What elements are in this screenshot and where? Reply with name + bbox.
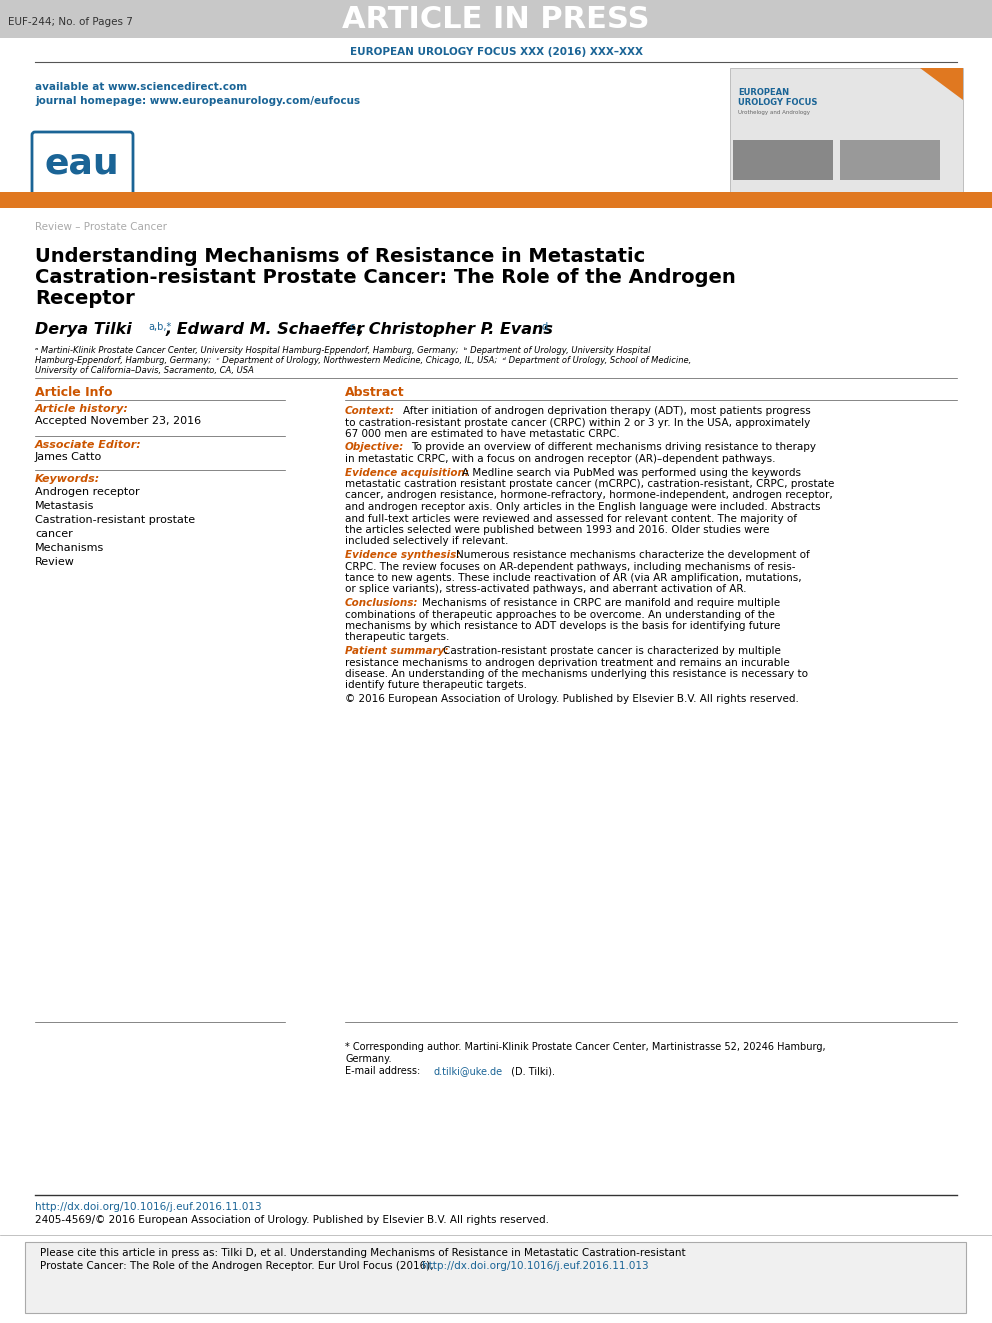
Text: Androgen receptor: Androgen receptor [35,487,140,497]
Text: Derya Tilki: Derya Tilki [35,321,132,337]
Text: Understanding Mechanisms of Resistance in Metastatic: Understanding Mechanisms of Resistance i… [35,247,645,266]
Text: or splice variants), stress-activated pathways, and aberrant activation of AR.: or splice variants), stress-activated pa… [345,585,747,594]
Text: cancer, androgen resistance, hormone-refractory, hormone-independent, androgen r: cancer, androgen resistance, hormone-ref… [345,491,832,500]
Text: Review – Prostate Cancer: Review – Prostate Cancer [35,222,167,232]
Text: Prostate Cancer: The Role of the Androgen Receptor. Eur Urol Focus (2016),: Prostate Cancer: The Role of the Androge… [40,1261,436,1271]
Text: Castration-resistant prostate cancer is characterized by multiple: Castration-resistant prostate cancer is … [443,646,781,656]
Text: (D. Tilki).: (D. Tilki). [508,1066,555,1076]
Polygon shape [920,67,963,101]
Bar [730,67,963,192]
Text: Metastasis: Metastasis [35,501,94,511]
Text: © 2016 European Association of Urology. Published by Elsevier B.V. All rights re: © 2016 European Association of Urology. … [345,695,799,704]
Text: Review: Review [35,557,74,568]
Text: http://dx.doi.org/10.1016/j.euf.2016.11.013: http://dx.doi.org/10.1016/j.euf.2016.11.… [422,1261,649,1271]
Text: Abstract: Abstract [345,386,405,400]
Text: Conclusions:: Conclusions: [345,598,419,609]
Text: resistance mechanisms to androgen deprivation treatment and remains an incurable: resistance mechanisms to androgen depriv… [345,658,790,668]
Text: d.tilki@uke.de: d.tilki@uke.de [433,1066,502,1076]
Text: ᵃ Martini-Klinik Prostate Cancer Center, University Hospital Hamburg-Eppendorf, : ᵃ Martini-Klinik Prostate Cancer Center,… [35,347,651,355]
Text: * Corresponding author. Martini-Klinik Prostate Cancer Center, Martinistrasse 52: * Corresponding author. Martini-Klinik P… [345,1043,825,1052]
Text: identify future therapeutic targets.: identify future therapeutic targets. [345,680,527,691]
Text: Patient summary:: Patient summary: [345,646,448,656]
Text: and full-text articles were reviewed and assessed for relevant content. The majo: and full-text articles were reviewed and… [345,513,797,524]
Text: Castration-resistant prostate: Castration-resistant prostate [35,515,195,525]
Text: Mechanisms of resistance in CRPC are manifold and require multiple: Mechanisms of resistance in CRPC are man… [422,598,780,609]
Text: EUF-244; No. of Pages 7: EUF-244; No. of Pages 7 [8,17,133,26]
Text: mechanisms by which resistance to ADT develops is the basis for identifying futu: mechanisms by which resistance to ADT de… [345,620,781,631]
Text: 67 000 men are estimated to have metastatic CRPC.: 67 000 men are estimated to have metasta… [345,429,620,439]
Text: After initiation of androgen deprivation therapy (ADT), most patients progress: After initiation of androgen deprivation… [403,406,810,415]
Text: Germany.: Germany. [345,1054,392,1064]
Text: Numerous resistance mechanisms characterize the development of: Numerous resistance mechanisms character… [456,550,809,560]
Text: the articles selected were published between 1993 and 2016. Older studies were: the articles selected were published bet… [345,525,770,534]
Text: Evidence synthesis:: Evidence synthesis: [345,550,460,560]
Bar [0,192,992,208]
Text: Castration-resistant Prostate Cancer: The Role of the Androgen: Castration-resistant Prostate Cancer: Th… [35,269,736,287]
FancyBboxPatch shape [25,1242,966,1312]
Bar [733,140,833,180]
Text: in metastatic CRPC, with a focus on androgen receptor (AR)–dependent pathways.: in metastatic CRPC, with a focus on andr… [345,454,776,464]
Text: EUROPEAN: EUROPEAN [738,89,789,97]
Text: E-mail address:: E-mail address: [345,1066,424,1076]
Text: , Edward M. Schaeffer: , Edward M. Schaeffer [166,321,365,337]
Text: CRPC. The review focuses on AR-dependent pathways, including mechanisms of resis: CRPC. The review focuses on AR-dependent… [345,561,796,572]
Text: Hamburg-Eppendorf, Hamburg, Germany;  ᶜ Department of Urology, Northwestern Medi: Hamburg-Eppendorf, Hamburg, Germany; ᶜ D… [35,356,691,365]
Text: metastatic castration resistant prostate cancer (mCRPC), castration-resistant, C: metastatic castration resistant prostate… [345,479,834,490]
Text: available at www.sciencedirect.com: available at www.sciencedirect.com [35,82,247,93]
Bar [840,140,940,180]
Text: combinations of therapeutic approaches to be overcome. An understanding of the: combinations of therapeutic approaches t… [345,610,775,619]
Text: ARTICLE IN PRESS: ARTICLE IN PRESS [342,4,650,33]
Text: UROLOGY FOCUS: UROLOGY FOCUS [738,98,817,107]
Text: To provide an overview of different mechanisms driving resistance to therapy: To provide an overview of different mech… [411,442,816,452]
Text: EUROPEAN UROLOGY FOCUS XXX (2016) XXX–XXX: EUROPEAN UROLOGY FOCUS XXX (2016) XXX–XX… [349,48,643,57]
Text: cancer: cancer [35,529,72,538]
Text: Article Info: Article Info [35,386,112,400]
Text: Objective:: Objective: [345,442,405,452]
Text: Mechanisms: Mechanisms [35,542,104,553]
Text: journal homepage: www.europeanurology.com/eufocus: journal homepage: www.europeanurology.co… [35,97,360,106]
Text: Receptor: Receptor [35,288,135,308]
Text: Accepted November 23, 2016: Accepted November 23, 2016 [35,415,201,426]
Text: a,b,*: a,b,* [148,321,172,332]
Text: and androgen receptor axis. Only articles in the English language were included.: and androgen receptor axis. Only article… [345,501,820,512]
Text: therapeutic targets.: therapeutic targets. [345,632,449,643]
Text: d: d [542,321,549,332]
Text: University of California–Davis, Sacramento, CA, USA: University of California–Davis, Sacramen… [35,366,254,374]
Text: included selectively if relevant.: included selectively if relevant. [345,537,508,546]
Text: Associate Editor:: Associate Editor: [35,441,142,450]
Text: http://dx.doi.org/10.1016/j.euf.2016.11.013: http://dx.doi.org/10.1016/j.euf.2016.11.… [35,1203,262,1212]
Text: A Medline search via PubMed was performed using the keywords: A Medline search via PubMed was performe… [462,467,801,478]
Bar [0,0,992,38]
Text: , Christopher P. Evans: , Christopher P. Evans [358,321,554,337]
Text: Context:: Context: [345,406,395,415]
Text: Article history:: Article history: [35,404,129,414]
Text: eau: eau [45,147,119,181]
Text: to castration-resistant prostate cancer (CRPC) within 2 or 3 yr. In the USA, app: to castration-resistant prostate cancer … [345,418,810,427]
Text: tance to new agents. These include reactivation of AR (via AR amplification, mut: tance to new agents. These include react… [345,573,802,583]
Text: disease. An understanding of the mechanisms underlying this resistance is necess: disease. An understanding of the mechani… [345,669,808,679]
Text: Urothelogy and Andrology: Urothelogy and Andrology [738,110,810,115]
Text: 2405-4569/© 2016 European Association of Urology. Published by Elsevier B.V. All: 2405-4569/© 2016 European Association of… [35,1215,549,1225]
Text: c: c [350,321,355,332]
Text: Keywords:: Keywords: [35,474,100,484]
Text: Please cite this article in press as: Tilki D, et al. Understanding Mechanisms o: Please cite this article in press as: Ti… [40,1248,685,1258]
Text: James Catto: James Catto [35,452,102,462]
Text: Evidence acquisition:: Evidence acquisition: [345,467,469,478]
